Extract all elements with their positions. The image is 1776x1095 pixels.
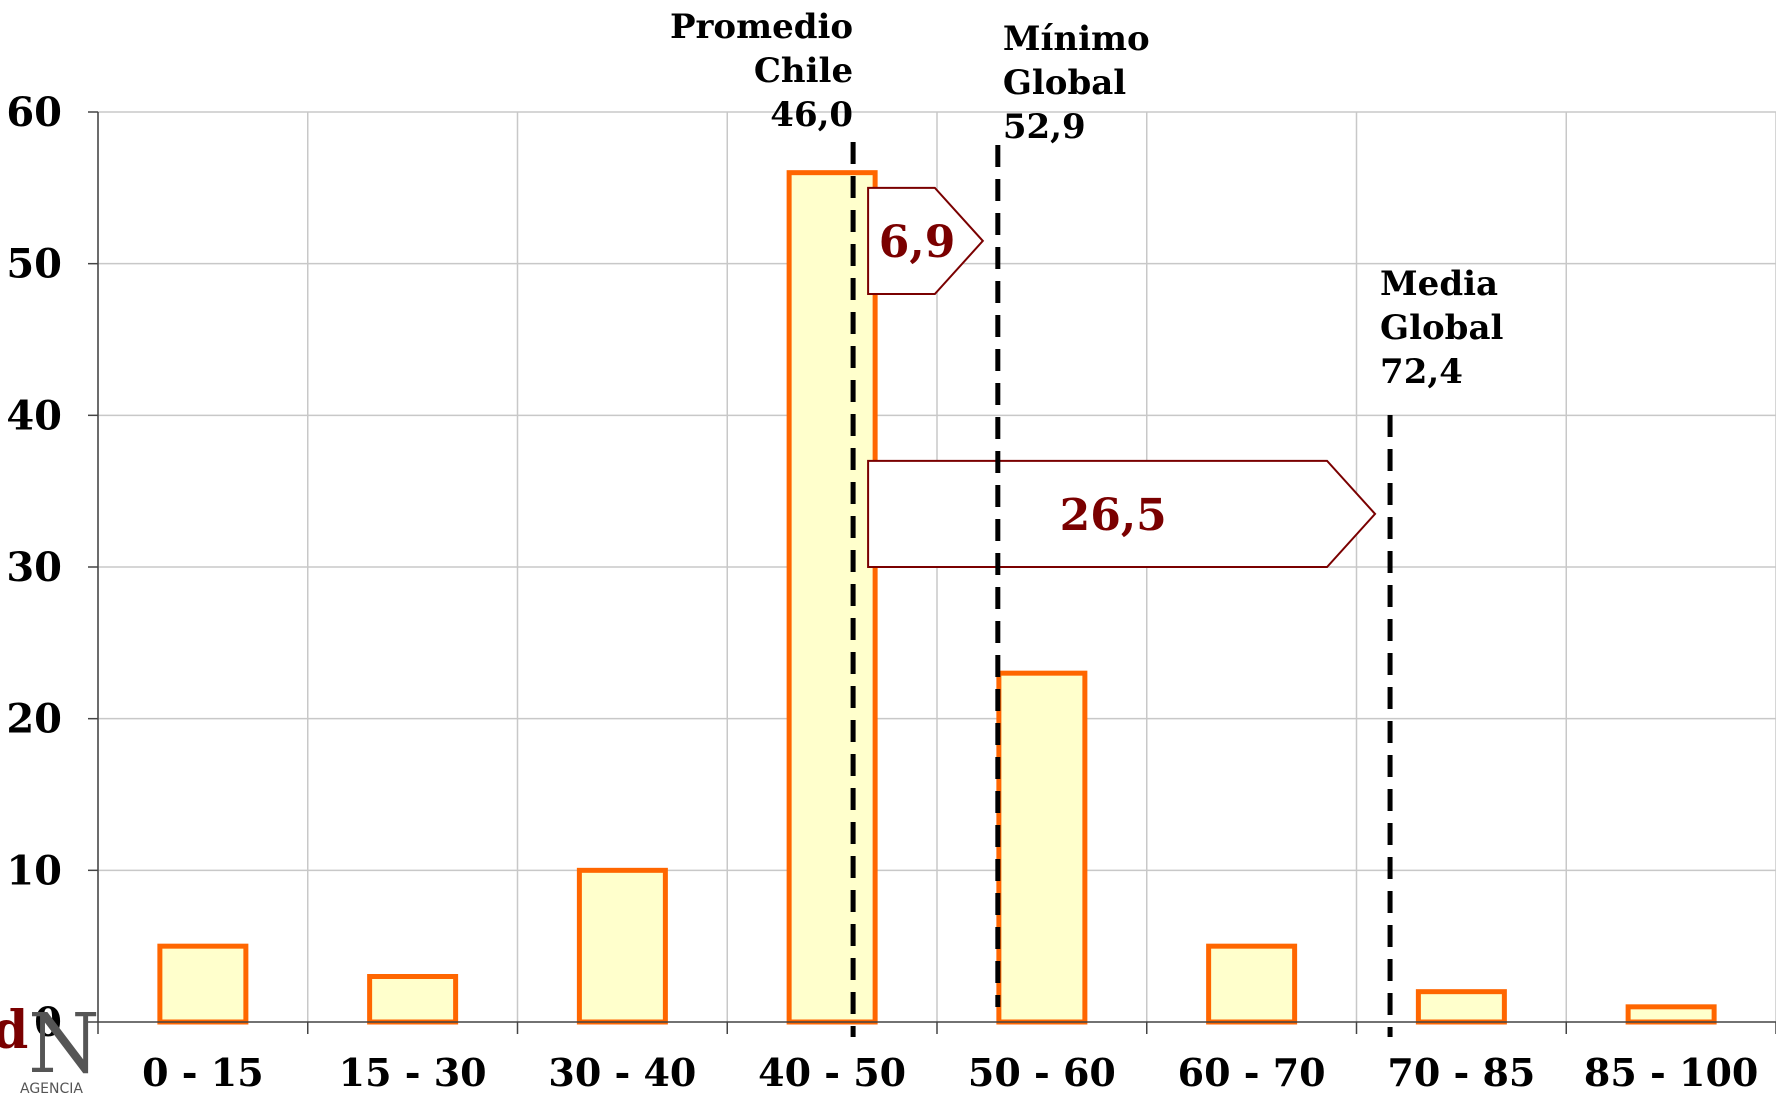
x-tick-label: 40 - 50 [758,1050,906,1095]
gap-arrow-shape [867,459,1377,568]
gap-arrow-shape [867,186,985,295]
logo-letter-n: N [28,997,100,1092]
gap-arrows: 6,9 26,5 [867,186,1377,568]
bar [367,974,459,1025]
x-tick-label: 0 - 15 [142,1050,264,1095]
gap-arrow-label: 26,5 [1060,490,1167,541]
bar [1625,1004,1717,1025]
bar [1415,989,1507,1025]
reference-line-label: Global [1380,308,1503,348]
bar [786,170,878,1025]
gap-arrow-label: 6,9 [879,217,956,268]
reference-lines: PromedioChile46,0MínimoGlobal52,9MediaGl… [670,7,1503,1037]
tick-labels: 0 10 20 30 40 50 60 0 - 15 15 - 30 30 - 40 40 - 50… [6,89,1758,1095]
y-tick-label: 40 [6,392,62,439]
reference-line-label: 72,4 [1380,352,1463,392]
y-tick-label: 30 [6,544,62,591]
x-tick-label: 30 - 40 [548,1050,696,1095]
y-tick-label: 20 [6,696,62,743]
y-tick-label: 50 [6,241,62,288]
bar [157,943,249,1025]
reference-line-label: 52,9 [1003,107,1086,147]
reference-line-label: Chile [754,51,853,91]
y-tick-label: 60 [6,89,62,136]
logo-letter-d: d [0,1000,28,1061]
reference-line-label: 46,0 [770,95,853,135]
axes [88,111,1776,1034]
reference-line-label: Global [1003,63,1126,103]
reference-line-label: Promedio [670,7,853,47]
logo-caption: AGENCIA [20,1081,83,1095]
bars [157,170,1717,1025]
x-tick-label: 60 - 70 [1178,1050,1326,1095]
bar [576,867,668,1025]
x-tick-label: 50 - 60 [968,1050,1116,1095]
agency-logo: d N AGENCIA [0,997,100,1095]
y-tick-label: 0 [34,999,62,1046]
x-tick-label: 15 - 30 [339,1050,487,1095]
x-tick-label: 70 - 85 [1387,1050,1535,1095]
reference-line-label: Mínimo [1003,19,1150,59]
bar [1206,943,1298,1025]
y-tick-label: 10 [6,847,62,894]
x-tick-label: 85 - 100 [1584,1050,1758,1095]
reference-line-label: Media [1380,264,1498,304]
bar [996,670,1088,1025]
